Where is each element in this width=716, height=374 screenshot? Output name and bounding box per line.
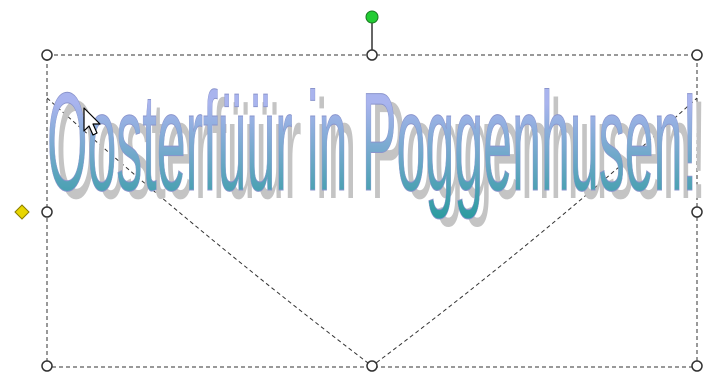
resize-handle-bottom-right[interactable]: [691, 360, 703, 372]
resize-handle-top-center[interactable]: [366, 49, 378, 61]
adjust-handle-icon[interactable]: [14, 204, 30, 220]
wordart-object[interactable]: Oosterfüür in Poggenhusen!: [47, 64, 698, 221]
resize-handle-bottom-left[interactable]: [41, 360, 53, 372]
resize-handle-top-right[interactable]: [691, 49, 703, 61]
arrow-cursor-icon: [83, 107, 101, 136]
resize-handle-middle-left[interactable]: [41, 206, 53, 218]
resize-handle-top-left[interactable]: [41, 49, 53, 61]
resize-handle-middle-right[interactable]: [691, 206, 703, 218]
wordart-text[interactable]: Oosterfüür in Poggenhusen!: [47, 64, 698, 221]
wordart-shadow: Oosterfüür in Poggenhusen!: [56, 72, 706, 228]
wordart-shadow-text: Oosterfüür in Poggenhusen!: [56, 72, 706, 228]
resize-handle-bottom-center[interactable]: [366, 360, 378, 372]
rotate-handle-icon[interactable]: [365, 10, 379, 24]
